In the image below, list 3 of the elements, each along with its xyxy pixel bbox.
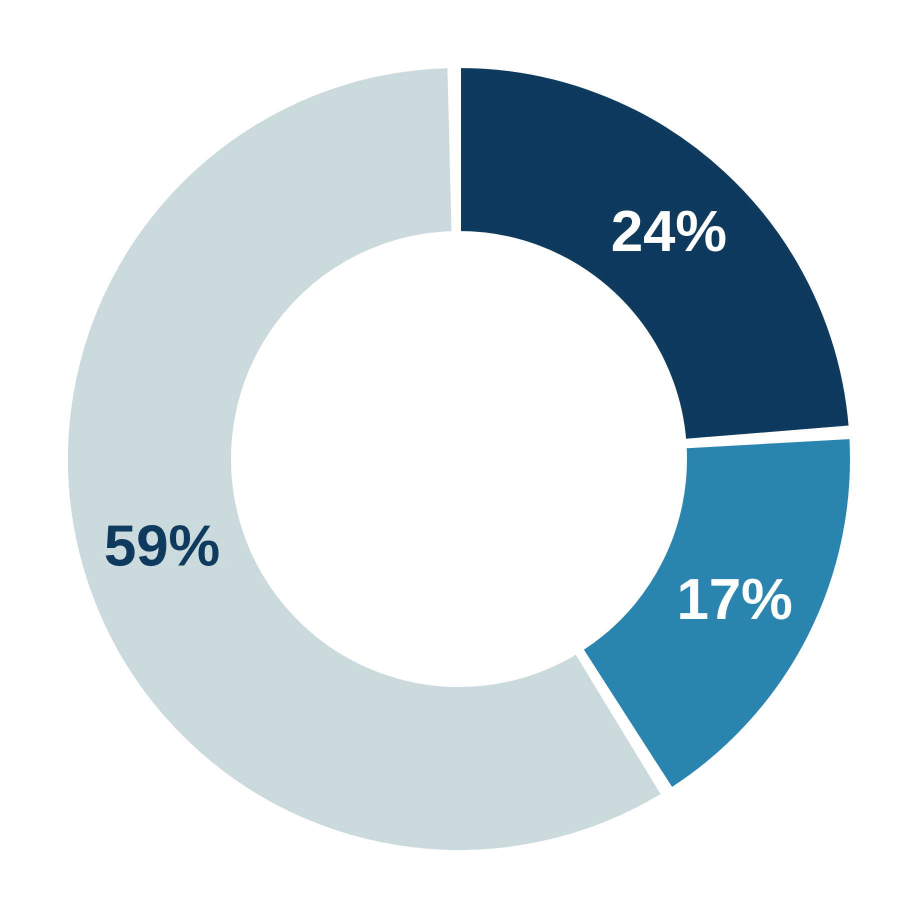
data-label: 24% (610, 199, 727, 264)
data-label: 17% (676, 567, 793, 632)
data-label: 59% (104, 514, 220, 579)
